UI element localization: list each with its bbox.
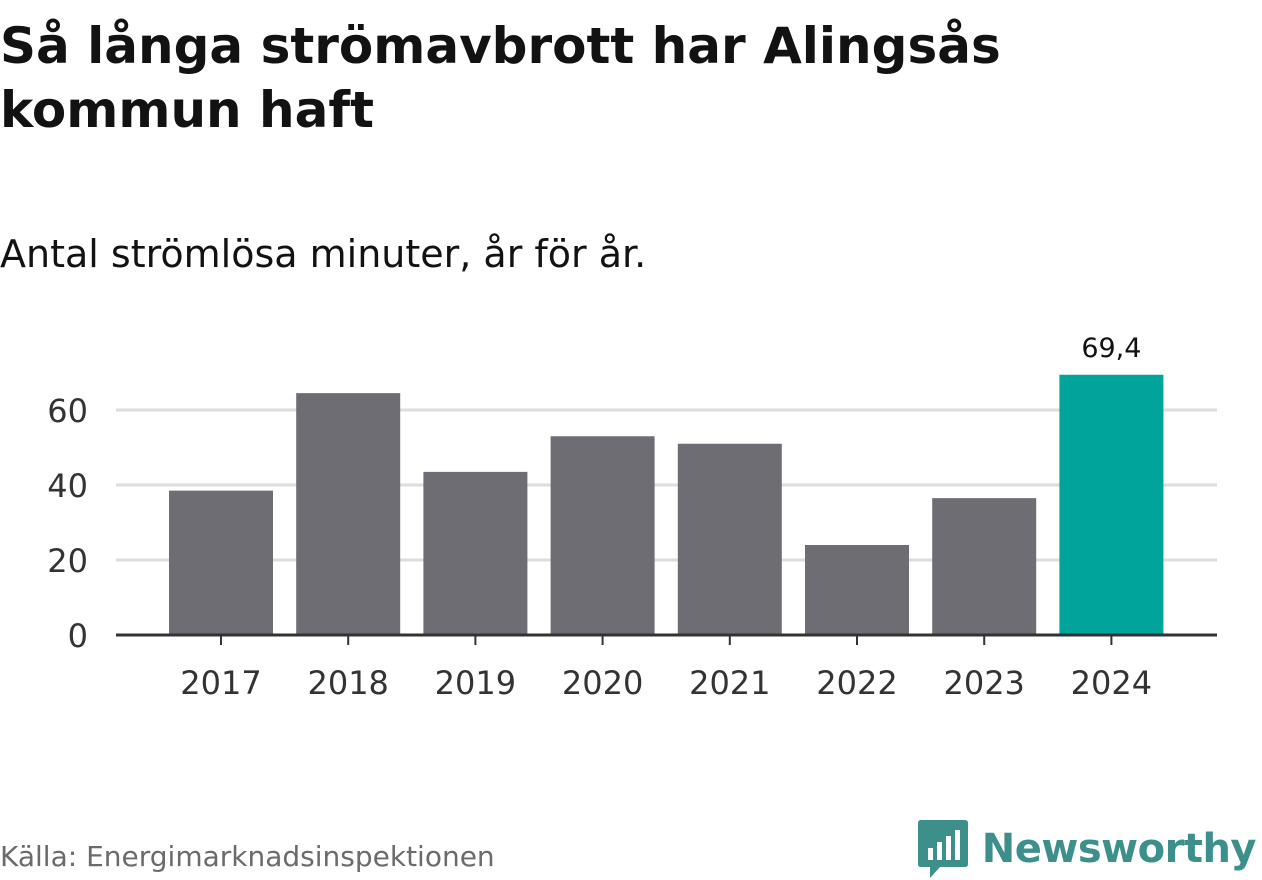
y-tick-label: 40 bbox=[47, 467, 88, 505]
y-tick-label: 0 bbox=[68, 617, 88, 655]
bar-2020 bbox=[550, 436, 655, 635]
chart-title: Så långa strömavbrott har Alingsås kommu… bbox=[0, 17, 1001, 139]
x-tick-label: 2020 bbox=[562, 664, 643, 702]
bar-2024 bbox=[1059, 374, 1164, 635]
newsworthy-chart-bubble-icon bbox=[917, 820, 968, 878]
bar-2023 bbox=[932, 498, 1037, 635]
x-tick-label: 2018 bbox=[307, 664, 388, 702]
chart-subtitle: Antal strömlösa minuter, år för år. bbox=[0, 232, 647, 276]
bar-2017 bbox=[169, 490, 273, 635]
bar-2022 bbox=[805, 545, 909, 635]
x-tick-label: 2023 bbox=[943, 664, 1024, 702]
brand-name: Newsworthy bbox=[981, 826, 1257, 872]
x-tick-label: 2019 bbox=[435, 664, 516, 702]
source-note: Källa: Energimarknadsinspektionen bbox=[0, 840, 495, 873]
bar-2018 bbox=[296, 393, 401, 635]
y-tick-label: 60 bbox=[47, 392, 88, 430]
bar-2019 bbox=[423, 471, 528, 635]
x-tick-label: 2024 bbox=[1071, 664, 1152, 702]
x-tick-label: 2021 bbox=[689, 664, 770, 702]
bar-2021 bbox=[677, 443, 782, 635]
x-tick-label: 2017 bbox=[180, 664, 261, 702]
y-tick-label: 20 bbox=[47, 542, 88, 580]
bar-chart: 0 20 40 60 2017 2018 2019 2020 2021 2022 2023 2024 6… bbox=[47, 333, 1217, 702]
brand: Newsworthy bbox=[917, 818, 1257, 880]
x-tick-label: 2022 bbox=[816, 664, 897, 702]
data-label: 69,4 bbox=[1081, 333, 1141, 364]
